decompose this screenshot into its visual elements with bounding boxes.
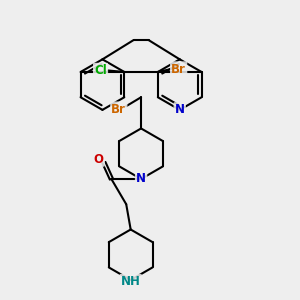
Text: O: O	[94, 153, 103, 166]
Text: NH: NH	[121, 275, 141, 288]
Text: Br: Br	[111, 103, 126, 116]
Text: N: N	[136, 172, 146, 185]
Text: N: N	[175, 103, 185, 116]
Text: Cl: Cl	[94, 64, 107, 77]
Text: Br: Br	[171, 62, 186, 76]
